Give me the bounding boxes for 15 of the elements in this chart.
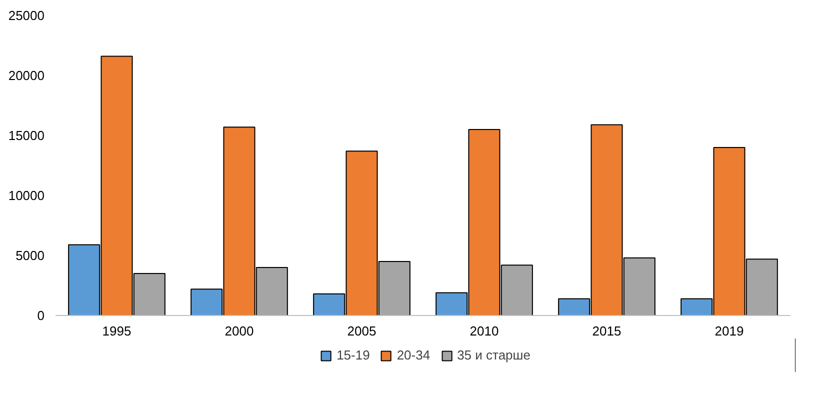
x-tick-label: 2005 xyxy=(347,324,376,338)
legend-label: 35 и старше xyxy=(457,348,530,362)
legend-label: 20-34 xyxy=(396,348,430,362)
x-tick-label: 2015 xyxy=(592,324,622,338)
x-tick-label: 2019 xyxy=(714,324,744,338)
x-tick-label: 2000 xyxy=(224,324,254,338)
y-tick-label: 5000 xyxy=(16,248,44,263)
y-tick-label: 20000 xyxy=(8,68,45,83)
x-tick-label: 1995 xyxy=(102,324,132,338)
x-tick-label: 2010 xyxy=(470,324,499,338)
legend-label: 15-19 xyxy=(336,348,370,362)
y-tick-label: 0 xyxy=(37,308,45,323)
y-tick-label: 10000 xyxy=(8,188,45,203)
y-tick-label: 15000 xyxy=(8,128,45,143)
y-tick-label: 25000 xyxy=(8,8,45,23)
